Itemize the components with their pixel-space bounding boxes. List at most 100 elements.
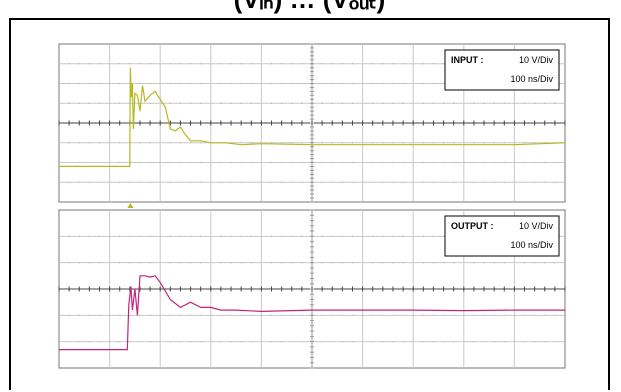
legend-vdiv: 10 V/Div <box>519 55 554 65</box>
grid-dot <box>443 341 445 343</box>
grid-dot <box>190 83 192 84</box>
grid-dot <box>432 314 434 316</box>
grid-dot <box>240 341 242 343</box>
grid-dot <box>200 142 202 144</box>
grid-dot <box>240 83 242 84</box>
grid-dot <box>544 102 546 104</box>
grid-dot <box>169 83 171 84</box>
grid-dot <box>321 262 323 264</box>
legend-vdiv: 10 V/Div <box>519 221 554 231</box>
grid-dot <box>341 341 343 343</box>
grid-dot <box>230 142 232 144</box>
grid-dot <box>179 102 181 104</box>
grid-dot <box>98 262 100 264</box>
grid-dot <box>291 162 293 163</box>
grid-dot <box>250 142 252 144</box>
grid-dot <box>291 142 293 144</box>
grid-dot <box>68 341 70 343</box>
grid-dot <box>250 314 252 316</box>
legend-label: INPUT : <box>451 55 484 65</box>
grid-dot <box>554 314 556 316</box>
grid-dot <box>98 63 100 65</box>
grid-dot <box>544 341 546 343</box>
grid-dot <box>432 162 434 163</box>
grid-dot <box>443 262 445 264</box>
grid-dot <box>179 63 181 65</box>
grid-dot <box>483 262 485 264</box>
grid-dot <box>331 181 333 183</box>
grid-dot <box>240 162 242 163</box>
grid-dot <box>382 83 384 84</box>
grid-dot <box>351 63 353 65</box>
grid-dot <box>402 63 404 65</box>
grid-dot <box>291 181 293 183</box>
grid-dot <box>453 314 455 316</box>
grid-dot <box>443 63 445 65</box>
grid-dot <box>220 314 222 316</box>
grid-dot <box>422 63 424 65</box>
grid-dot <box>98 314 100 316</box>
grid-dot <box>524 142 526 144</box>
grid-dot <box>230 262 232 264</box>
grid-dot <box>392 142 394 144</box>
grid-dot <box>119 314 121 316</box>
grid-dot <box>382 142 384 144</box>
grid-dot <box>200 341 202 343</box>
grid-dot <box>220 262 222 264</box>
grid-dot <box>190 262 192 264</box>
grid-dot <box>544 181 546 183</box>
grid-dot <box>230 341 232 343</box>
grid-dot <box>544 162 546 163</box>
grid-dot <box>129 262 131 264</box>
grid-dot <box>443 235 445 237</box>
grid-dot <box>250 235 252 237</box>
grid-dot <box>321 63 323 65</box>
grid-dot <box>119 341 121 343</box>
grid-dot <box>250 83 252 84</box>
grid-dot <box>88 102 90 104</box>
grid-dot <box>271 314 273 316</box>
grid-dot <box>78 162 80 163</box>
grid-dot <box>149 162 151 163</box>
grid-dot <box>402 314 404 316</box>
grid-dot <box>331 341 333 343</box>
grid-dot <box>402 341 404 343</box>
grid-dot <box>301 314 303 316</box>
grid-dot <box>240 314 242 316</box>
grid-dot <box>281 235 283 237</box>
grid-dot <box>341 181 343 183</box>
grid-dot <box>230 83 232 84</box>
grid-dot <box>443 181 445 183</box>
grid-dot <box>68 162 70 163</box>
grid-dot <box>169 102 171 104</box>
grid-dot <box>331 83 333 84</box>
grid-dot <box>119 102 121 104</box>
grid-dot <box>220 341 222 343</box>
grid-dot <box>544 314 546 316</box>
grid-dot <box>372 162 374 163</box>
grid-dot <box>473 162 475 163</box>
grid-dot <box>382 314 384 316</box>
grid-dot <box>200 83 202 84</box>
grid-dot <box>139 181 141 183</box>
grid-dot <box>351 102 353 104</box>
grid-dot <box>453 341 455 343</box>
grid-dot <box>453 102 455 104</box>
grid-dot <box>78 235 80 237</box>
grid-dot <box>372 262 374 264</box>
grid-dot <box>321 102 323 104</box>
grid-dot <box>372 83 374 84</box>
grid-dot <box>422 142 424 144</box>
grid-dot <box>524 102 526 104</box>
grid-dot <box>483 162 485 163</box>
grid-dot <box>78 102 80 104</box>
grid-dot <box>271 262 273 264</box>
grid-dot <box>534 314 536 316</box>
grid-dot <box>473 181 475 183</box>
grid-dot <box>392 162 394 163</box>
grid-dot <box>402 235 404 237</box>
grid-dot <box>291 314 293 316</box>
figure-frame <box>9 18 610 390</box>
grid-dot <box>382 341 384 343</box>
grid-dot <box>554 341 556 343</box>
